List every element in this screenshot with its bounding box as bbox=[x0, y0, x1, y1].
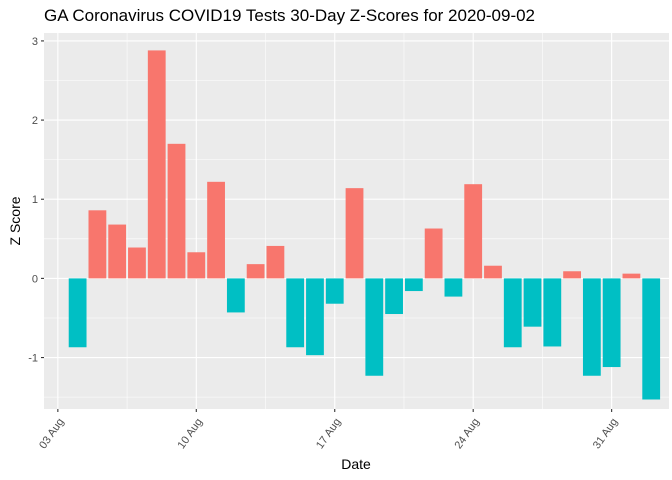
x-tick-label: 31 Aug bbox=[591, 416, 620, 451]
bar bbox=[187, 252, 206, 279]
bar bbox=[484, 265, 502, 279]
x-tick-label: 17 Aug bbox=[314, 416, 343, 451]
bar bbox=[207, 181, 225, 279]
bar bbox=[464, 184, 483, 279]
chart-title: GA Coronavirus COVID19 Tests 30-Day Z-Sc… bbox=[44, 6, 535, 25]
bar bbox=[523, 278, 542, 327]
bar bbox=[286, 278, 305, 348]
bar bbox=[128, 247, 146, 279]
bar bbox=[68, 278, 87, 348]
bar bbox=[306, 278, 324, 356]
bar bbox=[167, 143, 186, 279]
bar bbox=[404, 278, 423, 292]
y-axis: -1 0 1 2 3 bbox=[28, 36, 44, 365]
y-axis-title: Z Score bbox=[7, 196, 23, 245]
bar bbox=[622, 273, 641, 279]
bar bbox=[642, 278, 661, 400]
y-tick-label: 1 bbox=[32, 194, 38, 206]
bar bbox=[246, 264, 265, 279]
y-tick-label: -1 bbox=[28, 353, 38, 365]
bar bbox=[345, 188, 364, 279]
bar bbox=[424, 228, 443, 279]
bar bbox=[563, 271, 581, 279]
bar bbox=[147, 50, 166, 279]
y-tick-label: 2 bbox=[32, 115, 38, 127]
bar bbox=[503, 278, 522, 348]
bar bbox=[582, 278, 601, 376]
x-tick-label: 24 Aug bbox=[452, 416, 481, 451]
bar bbox=[543, 278, 562, 347]
bar bbox=[444, 278, 463, 297]
y-tick-label: 0 bbox=[32, 273, 38, 285]
bars bbox=[68, 50, 661, 400]
x-tick-label: 10 Aug bbox=[176, 416, 205, 451]
y-tick-label: 3 bbox=[32, 36, 38, 48]
bar bbox=[365, 278, 384, 376]
x-tick-label: 03 Aug bbox=[37, 416, 66, 451]
bar bbox=[325, 278, 344, 304]
x-axis: 03 Aug 10 Aug 17 Aug 24 Aug 31 Aug bbox=[37, 409, 620, 451]
bar bbox=[266, 245, 285, 279]
bar bbox=[88, 210, 107, 279]
bar bbox=[226, 278, 245, 313]
bar bbox=[108, 224, 127, 279]
bar bbox=[602, 278, 621, 368]
x-axis-title: Date bbox=[341, 456, 371, 472]
bar bbox=[385, 278, 403, 315]
